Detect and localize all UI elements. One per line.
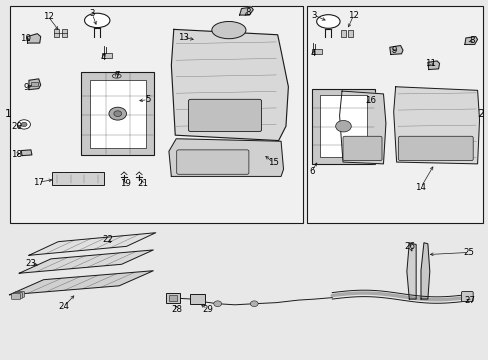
- Text: 22: 22: [102, 235, 113, 244]
- FancyBboxPatch shape: [342, 136, 381, 161]
- FancyBboxPatch shape: [102, 53, 112, 58]
- FancyBboxPatch shape: [311, 49, 321, 54]
- Text: 27: 27: [463, 296, 474, 305]
- FancyBboxPatch shape: [81, 72, 154, 155]
- Polygon shape: [406, 243, 415, 299]
- Text: 18: 18: [11, 150, 22, 159]
- Circle shape: [18, 120, 30, 129]
- Circle shape: [114, 111, 122, 117]
- Text: 9: 9: [391, 46, 397, 55]
- FancyBboxPatch shape: [188, 99, 261, 132]
- Text: 4: 4: [310, 49, 316, 58]
- Ellipse shape: [211, 22, 245, 39]
- FancyBboxPatch shape: [169, 295, 177, 301]
- Text: 1: 1: [4, 109, 12, 120]
- Ellipse shape: [112, 74, 121, 78]
- FancyBboxPatch shape: [311, 89, 374, 164]
- Polygon shape: [168, 139, 283, 176]
- FancyBboxPatch shape: [461, 292, 472, 302]
- FancyBboxPatch shape: [306, 6, 483, 223]
- FancyBboxPatch shape: [61, 30, 66, 37]
- Circle shape: [213, 301, 221, 307]
- Text: 5: 5: [145, 95, 150, 104]
- Polygon shape: [27, 34, 41, 43]
- Text: 24: 24: [59, 302, 69, 311]
- FancyBboxPatch shape: [10, 6, 303, 223]
- FancyBboxPatch shape: [347, 30, 352, 37]
- Circle shape: [250, 301, 258, 307]
- Polygon shape: [420, 243, 429, 299]
- Text: 16: 16: [364, 96, 375, 105]
- FancyBboxPatch shape: [189, 294, 205, 304]
- Polygon shape: [29, 233, 156, 255]
- Polygon shape: [389, 45, 402, 54]
- Text: 12: 12: [43, 12, 54, 21]
- Text: 21: 21: [137, 179, 148, 188]
- FancyBboxPatch shape: [176, 150, 248, 174]
- Text: 10: 10: [20, 34, 31, 43]
- FancyBboxPatch shape: [13, 293, 22, 298]
- Circle shape: [109, 107, 126, 120]
- Text: 9: 9: [23, 83, 29, 92]
- Text: 23: 23: [25, 259, 36, 268]
- FancyBboxPatch shape: [11, 294, 20, 300]
- Text: 25: 25: [462, 248, 473, 257]
- Ellipse shape: [316, 15, 339, 28]
- Text: 12: 12: [347, 10, 359, 19]
- FancyBboxPatch shape: [166, 293, 180, 303]
- Text: 28: 28: [171, 305, 183, 314]
- Text: 14: 14: [415, 183, 426, 192]
- Polygon shape: [393, 87, 479, 164]
- Text: 3: 3: [310, 10, 316, 19]
- FancyBboxPatch shape: [319, 95, 366, 157]
- FancyBboxPatch shape: [398, 136, 472, 161]
- Text: 6: 6: [308, 167, 314, 176]
- Polygon shape: [339, 91, 385, 164]
- Polygon shape: [464, 37, 477, 44]
- Polygon shape: [19, 250, 153, 273]
- Ellipse shape: [84, 13, 110, 28]
- Text: 2: 2: [476, 109, 484, 120]
- Text: 20: 20: [11, 122, 22, 131]
- Text: 19: 19: [120, 179, 130, 188]
- Polygon shape: [171, 30, 288, 140]
- Polygon shape: [9, 271, 153, 295]
- Text: 8: 8: [468, 36, 473, 45]
- Text: 13: 13: [178, 33, 189, 42]
- Polygon shape: [239, 7, 253, 15]
- Text: 11: 11: [425, 59, 435, 68]
- FancyBboxPatch shape: [90, 80, 145, 148]
- FancyBboxPatch shape: [52, 172, 103, 185]
- Circle shape: [335, 121, 350, 132]
- FancyBboxPatch shape: [54, 30, 59, 37]
- FancyBboxPatch shape: [15, 292, 24, 297]
- FancyBboxPatch shape: [31, 82, 38, 86]
- Text: 4: 4: [100, 53, 105, 62]
- Text: 15: 15: [268, 158, 279, 167]
- FancyBboxPatch shape: [340, 30, 345, 37]
- Text: 17: 17: [33, 177, 44, 186]
- Text: 29: 29: [202, 305, 212, 314]
- Polygon shape: [21, 150, 32, 156]
- Circle shape: [21, 122, 27, 127]
- Text: 26: 26: [404, 242, 415, 251]
- Polygon shape: [427, 61, 439, 69]
- Text: 3: 3: [89, 9, 95, 18]
- Text: 7: 7: [114, 71, 119, 80]
- Polygon shape: [29, 79, 41, 90]
- Text: 8: 8: [245, 8, 251, 17]
